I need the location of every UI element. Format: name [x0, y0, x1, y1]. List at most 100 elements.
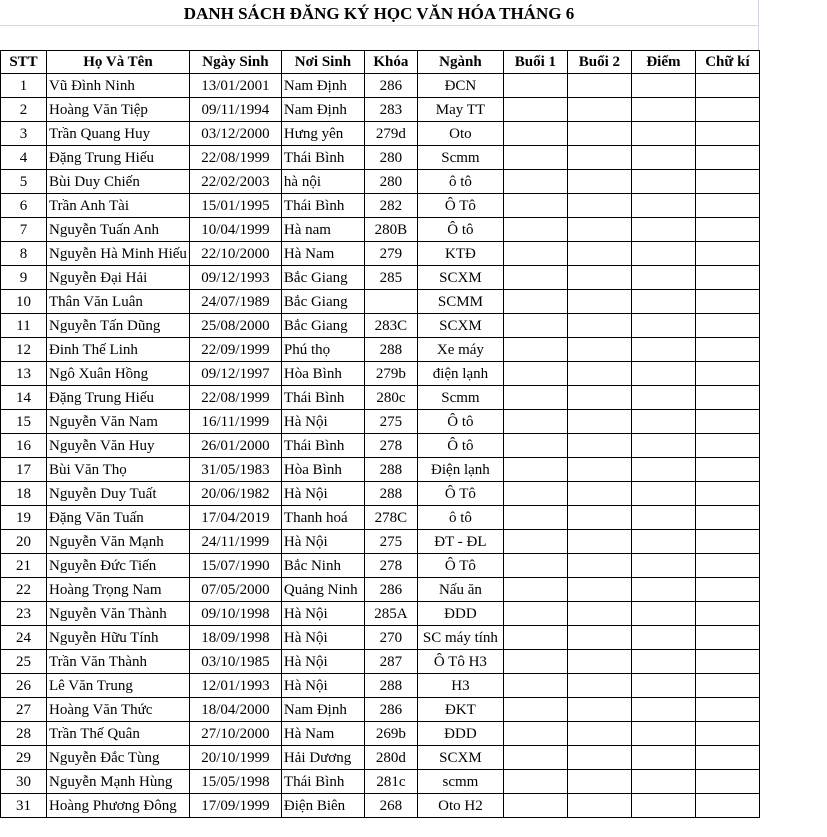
stt-cell[interactable]: 2 — [0, 97, 47, 122]
birthplace-cell[interactable]: Thái Bình — [280, 769, 365, 794]
major-cell[interactable]: Điện lạnh — [416, 457, 504, 482]
session1-cell[interactable] — [502, 745, 568, 770]
score-cell[interactable] — [630, 745, 696, 770]
session1-cell[interactable] — [502, 481, 568, 506]
column-header[interactable]: Buổi 1 — [502, 50, 568, 74]
dob-cell[interactable]: 09/12/1997 — [188, 361, 282, 386]
dob-cell[interactable]: 24/11/1999 — [188, 529, 282, 554]
score-cell[interactable] — [630, 217, 696, 242]
name-cell[interactable]: Nguyễn Văn Thành — [46, 601, 190, 626]
signature-cell[interactable] — [694, 193, 760, 218]
major-cell[interactable]: Ô Tô H3 — [416, 649, 504, 674]
name-cell[interactable]: Nguyễn Văn Huy — [46, 433, 190, 458]
birthplace-cell[interactable]: Thái Bình — [280, 433, 365, 458]
score-cell[interactable] — [630, 697, 696, 722]
column-header[interactable]: Chữ kí — [694, 50, 760, 74]
birthplace-cell[interactable]: Hà Nội — [280, 649, 365, 674]
session2-cell[interactable] — [566, 121, 632, 146]
birthplace-cell[interactable]: Nam Định — [280, 97, 365, 122]
major-cell[interactable]: ô tô — [416, 169, 504, 194]
course-cell[interactable]: 270 — [363, 625, 418, 650]
session2-cell[interactable] — [566, 193, 632, 218]
dob-cell[interactable]: 15/07/1990 — [188, 553, 282, 578]
session2-cell[interactable] — [566, 433, 632, 458]
session2-cell[interactable] — [566, 529, 632, 554]
dob-cell[interactable]: 25/08/2000 — [188, 313, 282, 338]
course-cell[interactable]: 288 — [363, 481, 418, 506]
major-cell[interactable]: scmm — [416, 769, 504, 794]
stt-cell[interactable]: 10 — [0, 289, 47, 314]
signature-cell[interactable] — [694, 601, 760, 626]
session2-cell[interactable] — [566, 745, 632, 770]
stt-cell[interactable]: 17 — [0, 457, 47, 482]
birthplace-cell[interactable]: Hòa Bình — [280, 361, 365, 386]
course-cell[interactable]: 275 — [363, 409, 418, 434]
score-cell[interactable] — [630, 721, 696, 746]
course-cell[interactable]: 269b — [363, 721, 418, 746]
major-cell[interactable]: May TT — [416, 97, 504, 122]
signature-cell[interactable] — [694, 265, 760, 290]
session2-cell[interactable] — [566, 169, 632, 194]
dob-cell[interactable]: 22/10/2000 — [188, 241, 282, 266]
course-cell[interactable]: 280d — [363, 745, 418, 770]
birthplace-cell[interactable]: Hòa Bình — [280, 457, 365, 482]
stt-cell[interactable]: 22 — [0, 577, 47, 602]
session2-cell[interactable] — [566, 313, 632, 338]
dob-cell[interactable]: 27/10/2000 — [188, 721, 282, 746]
session2-cell[interactable] — [566, 505, 632, 530]
session1-cell[interactable] — [502, 97, 568, 122]
major-cell[interactable]: Ô tô — [416, 217, 504, 242]
stt-cell[interactable]: 31 — [0, 793, 47, 818]
stt-cell[interactable]: 23 — [0, 601, 47, 626]
name-cell[interactable]: Bùi Văn Thọ — [46, 457, 190, 482]
stt-cell[interactable]: 29 — [0, 745, 47, 770]
session1-cell[interactable] — [502, 673, 568, 698]
session1-cell[interactable] — [502, 793, 568, 818]
signature-cell[interactable] — [694, 553, 760, 578]
score-cell[interactable] — [630, 97, 696, 122]
name-cell[interactable]: Nguyễn Hà Minh Hiếu — [46, 241, 190, 266]
score-cell[interactable] — [630, 385, 696, 410]
session2-cell[interactable] — [566, 577, 632, 602]
score-cell[interactable] — [630, 361, 696, 386]
signature-cell[interactable] — [694, 481, 760, 506]
signature-cell[interactable] — [694, 505, 760, 530]
score-cell[interactable] — [630, 649, 696, 674]
stt-cell[interactable]: 28 — [0, 721, 47, 746]
dob-cell[interactable]: 20/06/1982 — [188, 481, 282, 506]
major-cell[interactable]: ô tô — [416, 505, 504, 530]
birthplace-cell[interactable]: Bắc Ninh — [280, 553, 365, 578]
dob-cell[interactable]: 20/10/1999 — [188, 745, 282, 770]
stt-cell[interactable]: 20 — [0, 529, 47, 554]
name-cell[interactable]: Vũ Đình Ninh — [46, 73, 190, 98]
course-cell[interactable]: 281c — [363, 769, 418, 794]
name-cell[interactable]: Ngô Xuân Hồng — [46, 361, 190, 386]
course-cell[interactable]: 288 — [363, 457, 418, 482]
session2-cell[interactable] — [566, 649, 632, 674]
stt-cell[interactable]: 11 — [0, 313, 47, 338]
birthplace-cell[interactable]: Bắc Giang — [280, 265, 365, 290]
stt-cell[interactable]: 1 — [0, 73, 47, 98]
score-cell[interactable] — [630, 73, 696, 98]
name-cell[interactable]: Nguyễn Mạnh Hùng — [46, 769, 190, 794]
birthplace-cell[interactable]: Hà Nội — [280, 481, 365, 506]
course-cell[interactable]: 283 — [363, 97, 418, 122]
stt-cell[interactable]: 27 — [0, 697, 47, 722]
stt-cell[interactable]: 15 — [0, 409, 47, 434]
dob-cell[interactable]: 17/04/2019 — [188, 505, 282, 530]
dob-cell[interactable]: 18/09/1998 — [188, 625, 282, 650]
name-cell[interactable]: Nguyễn Đắc Tùng — [46, 745, 190, 770]
stt-cell[interactable]: 26 — [0, 673, 47, 698]
dob-cell[interactable]: 09/11/1994 — [188, 97, 282, 122]
signature-cell[interactable] — [694, 217, 760, 242]
session2-cell[interactable] — [566, 97, 632, 122]
score-cell[interactable] — [630, 313, 696, 338]
session1-cell[interactable] — [502, 601, 568, 626]
birthplace-cell[interactable]: Hà nam — [280, 217, 365, 242]
session1-cell[interactable] — [502, 529, 568, 554]
birthplace-cell[interactable]: Nam Định — [280, 697, 365, 722]
name-cell[interactable]: Nguyễn Duy Tuất — [46, 481, 190, 506]
signature-cell[interactable] — [694, 721, 760, 746]
session2-cell[interactable] — [566, 217, 632, 242]
dob-cell[interactable]: 18/04/2000 — [188, 697, 282, 722]
